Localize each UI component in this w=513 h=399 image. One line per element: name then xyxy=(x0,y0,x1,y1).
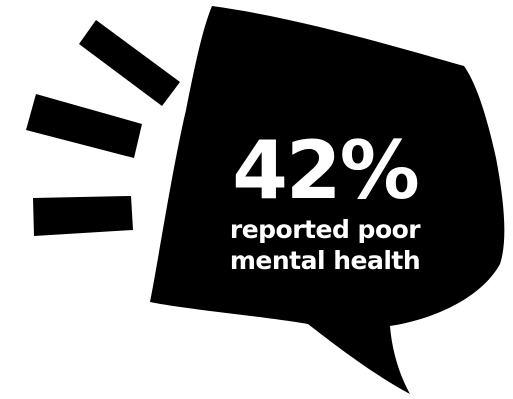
emphasis-line-middle xyxy=(26,94,142,158)
emphasis-lines-icon xyxy=(26,20,180,236)
emphasis-line-bottom xyxy=(33,196,133,236)
stat-block: 42% reported poor mental health xyxy=(200,128,450,276)
speech-bubble-icon xyxy=(150,6,505,394)
emphasis-line-top xyxy=(79,20,180,106)
stat-caption-line-2: mental health xyxy=(229,246,421,275)
stat-percentage: 42% xyxy=(232,124,419,217)
stat-caption-line-1: reported poor xyxy=(229,215,421,244)
